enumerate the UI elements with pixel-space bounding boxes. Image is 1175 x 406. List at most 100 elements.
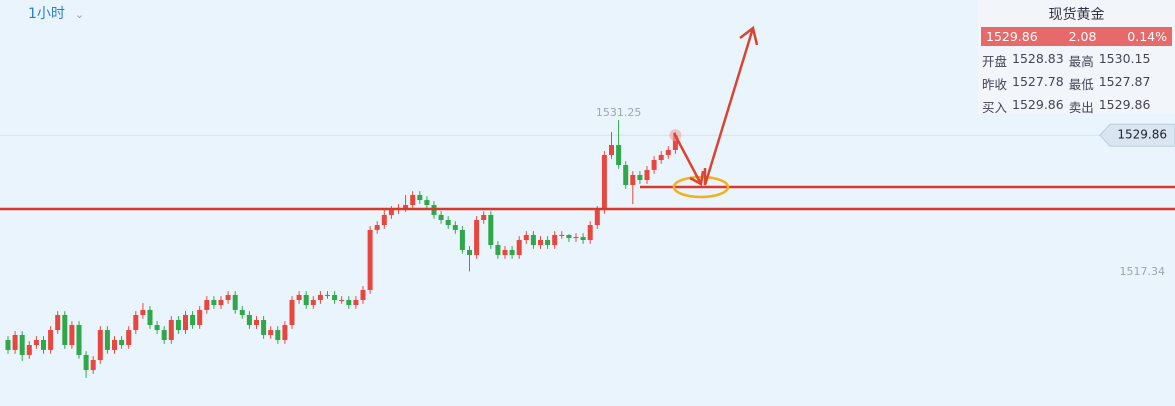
quote-key: 最高 bbox=[1068, 54, 1094, 69]
quote-key: 卖出 bbox=[1068, 100, 1094, 115]
quote-row: 买入 1529.86 卖出 1529.86 bbox=[978, 95, 1175, 118]
candle-body bbox=[438, 214, 444, 220]
candle-body bbox=[481, 214, 487, 220]
candle-body bbox=[339, 299, 345, 301]
candle-body bbox=[275, 330, 281, 340]
candle-body bbox=[303, 294, 309, 306]
candle-body bbox=[488, 214, 494, 246]
candle-body bbox=[140, 309, 146, 315]
candle-body bbox=[183, 314, 188, 331]
candle-body bbox=[175, 319, 181, 331]
candle-body bbox=[573, 237, 579, 239]
candle-body bbox=[154, 325, 160, 331]
arrow-down bbox=[672, 132, 705, 186]
candle-body bbox=[552, 234, 558, 246]
candle-body bbox=[161, 330, 167, 340]
candle-body bbox=[254, 319, 259, 326]
candle-body bbox=[644, 169, 650, 180]
candle-body bbox=[502, 249, 508, 255]
candle-body bbox=[616, 145, 622, 166]
price-tag bbox=[1099, 123, 1175, 147]
candle-body bbox=[325, 294, 330, 296]
candle-body bbox=[609, 145, 614, 155]
candle-body bbox=[332, 294, 338, 300]
candle-body bbox=[310, 299, 316, 306]
candle-body bbox=[119, 339, 125, 346]
candle-body bbox=[83, 354, 89, 371]
candle-body bbox=[33, 339, 39, 346]
candle-body bbox=[168, 319, 174, 340]
candle-body bbox=[289, 299, 295, 326]
candle-body bbox=[97, 330, 103, 360]
arrow-up bbox=[703, 25, 759, 186]
period-selector[interactable]: 1小时 ⌄ bbox=[28, 3, 84, 23]
candle-body bbox=[190, 314, 196, 326]
quote-value: 1527.87 bbox=[1098, 74, 1151, 89]
candle-body bbox=[317, 294, 323, 300]
candle-body bbox=[147, 309, 153, 326]
period-label[interactable]: 1小时 bbox=[28, 6, 65, 22]
candle-body bbox=[530, 234, 536, 246]
candle-body bbox=[474, 219, 480, 255]
candle-body bbox=[381, 214, 387, 226]
candle-body bbox=[261, 319, 267, 335]
quote-price: 1529.86 bbox=[986, 29, 1038, 44]
candle-body bbox=[665, 149, 671, 155]
candle-body bbox=[41, 339, 46, 350]
candle-body bbox=[417, 194, 423, 200]
candle-body bbox=[19, 334, 25, 355]
candle-body bbox=[630, 174, 636, 186]
candle-body bbox=[467, 249, 472, 255]
candle-body bbox=[545, 239, 551, 246]
candle-body bbox=[69, 325, 75, 346]
candle-body bbox=[133, 314, 139, 331]
candle-body bbox=[104, 330, 110, 350]
quote-row: 昨收 1527.78 最低 1527.87 bbox=[978, 72, 1175, 95]
candle-body bbox=[126, 330, 132, 346]
candle-body bbox=[367, 229, 373, 290]
candle-body bbox=[424, 199, 430, 206]
candle-body bbox=[5, 339, 11, 350]
candle-body bbox=[12, 334, 18, 350]
candle-body bbox=[580, 237, 586, 240]
candle-body bbox=[637, 174, 643, 180]
quote-key: 昨收 bbox=[982, 77, 1008, 92]
quote-name: 现货黄金 bbox=[1048, 7, 1105, 23]
quote-value: 1527.78 bbox=[1012, 74, 1064, 89]
quote-key: 买入 bbox=[982, 100, 1008, 115]
candle-body bbox=[509, 249, 515, 255]
candle-body bbox=[197, 309, 203, 326]
candle-body bbox=[538, 239, 543, 246]
quote-value: 1530.15 bbox=[1098, 51, 1151, 66]
quote-row: 开盘 1528.83 最高 1530.15 bbox=[978, 49, 1175, 72]
price-tag-label: 1529.86 bbox=[1117, 128, 1167, 142]
dropdown-icon[interactable]: ⌄ bbox=[74, 8, 85, 21]
candle-body bbox=[658, 154, 664, 160]
candle-body bbox=[601, 154, 607, 210]
quote-value: 1529.86 bbox=[1098, 97, 1151, 112]
quote-value: 1528.83 bbox=[1012, 51, 1064, 66]
candle-body bbox=[76, 325, 82, 355]
candle-body bbox=[26, 345, 32, 355]
candle-body bbox=[559, 234, 565, 236]
candle-body bbox=[225, 294, 231, 300]
candle-body bbox=[218, 299, 224, 306]
candle-body bbox=[587, 225, 593, 240]
candle-body bbox=[112, 339, 117, 350]
candle-body bbox=[239, 309, 245, 315]
candle-body bbox=[623, 165, 629, 186]
candle-body bbox=[346, 299, 352, 306]
candle-body bbox=[48, 330, 54, 350]
candle-body bbox=[62, 314, 68, 346]
candle-body bbox=[452, 225, 458, 230]
candle-body bbox=[566, 234, 572, 239]
candle-body bbox=[523, 234, 529, 240]
quote-key: 最低 bbox=[1068, 77, 1094, 92]
candle-body bbox=[672, 135, 678, 150]
candle-body bbox=[403, 205, 409, 208]
quote-panel: 现货黄金 1529.86 2.08 0.14% 开盘 1528.83 最高 1530.… bbox=[978, 0, 1175, 115]
quote-rows: 开盘 1528.83 最高 1530.15 昨收 1527.78 最低 1527.87 买入 15… bbox=[978, 49, 1175, 118]
candle-body bbox=[374, 225, 380, 230]
candle-body bbox=[296, 294, 302, 300]
